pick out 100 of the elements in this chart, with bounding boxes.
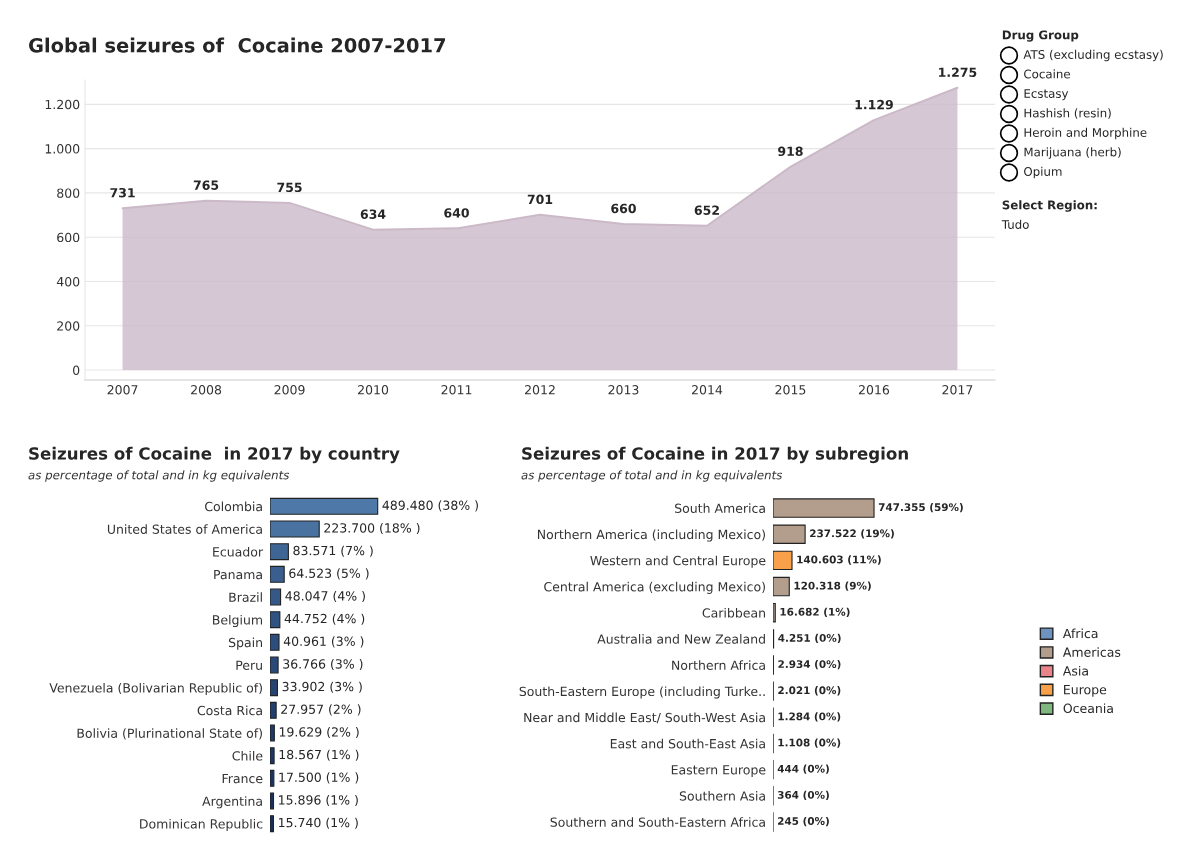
data-label: 4.251 (0%) <box>778 633 841 644</box>
y-tick-label: 400 <box>56 276 80 287</box>
data-label: 747.355 (59%) <box>878 503 963 513</box>
y-tick-label: Argentina <box>202 796 262 809</box>
data-label: 33.902 (3% ) <box>282 681 362 693</box>
y-tick-label: Belgium <box>213 614 262 628</box>
data-label: 918 <box>778 146 803 157</box>
legend-label: Africa <box>1062 628 1098 639</box>
x-tick-label: 2010 <box>358 385 389 395</box>
x-tick-label: 2016 <box>858 385 890 395</box>
data-label: 48.047 (4% ) <box>285 590 365 603</box>
data-label: 1.275 <box>939 67 977 77</box>
chart-title: Seizures of Cocaine in 2017 by country <box>29 446 400 464</box>
bar <box>270 611 281 629</box>
bar <box>270 679 279 697</box>
text: Drug Group <box>1002 30 1079 42</box>
data-label: 1.284 (0%) <box>778 712 841 722</box>
y-tick-label: 800 <box>57 188 80 198</box>
data-label: 19.629 (2% ) <box>279 726 359 739</box>
chart-title: Seizures of Cocaine in 2017 by subregion <box>522 446 908 464</box>
text: as percentage of total and in kg equivalents <box>521 470 783 482</box>
x-tick-label: 2013 <box>608 385 639 395</box>
y-tick-label: Costa Rica <box>197 705 262 716</box>
legend-label: Americas <box>1062 647 1121 657</box>
bar <box>773 498 875 518</box>
data-label: 2.934 (0%) <box>778 659 841 670</box>
y-tick-label: 1.200 <box>45 99 80 110</box>
bar <box>773 576 790 597</box>
data-label: 364 (0%) <box>777 790 829 801</box>
y-tick-label: Near and Middle East/ South-West Asia <box>524 712 765 724</box>
category-label: Ecstasy <box>1024 89 1069 101</box>
category-label: Marijuana (herb) <box>1024 147 1121 159</box>
data-label: 64.523 (5% ) <box>289 568 369 580</box>
y-tick-label: Dominican Republic <box>140 818 263 832</box>
data-label: 640 <box>444 208 469 218</box>
data-label: 27.957 (2% ) <box>281 704 361 716</box>
data-label: 1.108 (0%) <box>778 738 841 748</box>
chart-title: Global seizures of Cocaine 2007-2017 <box>28 37 446 53</box>
y-tick-label: 0 <box>73 365 80 375</box>
data-label: 237.522 (19%) <box>810 529 894 539</box>
data-label: 765 <box>193 180 219 190</box>
data-label: 731 <box>110 187 135 198</box>
legend-label: Oceania <box>1063 703 1113 714</box>
x-tick-label: 2014 <box>691 385 723 395</box>
data-label: 660 <box>611 203 636 214</box>
y-tick-label: South-Eastern Europe (including Turke.. <box>519 686 765 699</box>
data-label: 15.896 (1% ) <box>279 794 358 807</box>
y-tick-label: Peru <box>236 660 262 670</box>
x-tick-label: 2009 <box>274 385 305 395</box>
data-label: 83.571 (7% ) <box>293 545 373 557</box>
y-tick-label: Venezuela (Bolivarian Republic of) <box>49 682 262 696</box>
y-tick-label: Northern America (including Mexico) <box>537 529 765 542</box>
bar <box>270 565 285 583</box>
bar <box>270 656 279 674</box>
bar <box>270 747 275 765</box>
data-label: 44.752 (4% ) <box>284 613 365 625</box>
category-label: Hashish (resin) <box>1024 108 1111 119</box>
y-tick-label: Bolivia (Plurinational State of) <box>77 728 262 740</box>
category-label: Heroin and Morphine <box>1024 127 1147 140</box>
y-tick-label: 1.000 <box>45 144 80 154</box>
data-label: 489.480 (38% ) <box>382 500 478 512</box>
bar <box>270 815 275 833</box>
data-label: 701 <box>527 194 553 205</box>
y-tick-label: South America <box>675 503 765 513</box>
y-tick-label: Colombia <box>205 501 262 512</box>
x-tick-label: 2015 <box>775 385 806 395</box>
y-tick-label: 200 <box>57 321 80 331</box>
y-tick-label: Spain <box>228 637 262 650</box>
legend-label: Asia <box>1062 665 1088 676</box>
category-label: Cocaine <box>1024 69 1070 79</box>
x-tick-label: 2011 <box>441 385 472 395</box>
category-label: Opium <box>1024 166 1062 179</box>
y-tick-label: East and South-East Asia <box>610 738 765 749</box>
data-label: 634 <box>360 209 386 219</box>
data-label: 652 <box>694 205 719 215</box>
bar <box>270 520 320 538</box>
y-tick-label: Brazil <box>229 592 262 602</box>
bar <box>773 550 793 571</box>
data-label: 140.603 (11%) <box>797 555 881 565</box>
y-tick-label: Central America (excluding Mexico) <box>544 581 765 594</box>
x-tick-label: 2008 <box>191 385 222 395</box>
y-tick-label: 600 <box>57 232 80 243</box>
data-label: 17.500 (1% ) <box>279 772 359 784</box>
y-tick-label: Australia and New Zealand <box>597 634 765 644</box>
y-tick-label: Southern Asia <box>679 791 765 801</box>
y-tick-label: Caribbean <box>702 607 765 618</box>
data-label: 755 <box>277 182 302 193</box>
x-tick-label: 2007 <box>107 385 138 395</box>
data-label: 15.740 (1% ) <box>279 817 358 829</box>
data-label: 40.961 (3% ) <box>283 636 364 648</box>
data-label: 223.700 (18% ) <box>324 522 420 535</box>
data-label: 18.567 (1% ) <box>279 749 359 761</box>
bar <box>773 524 806 544</box>
y-tick-label: Chile <box>232 750 263 761</box>
text: Tudo <box>1001 219 1029 229</box>
data-label: 1.129 <box>855 99 893 110</box>
data-label: 444 (0%) <box>777 764 829 774</box>
data-label: 36.766 (3% ) <box>283 658 363 671</box>
y-tick-label: Southern and South-Eastern Africa <box>550 817 765 827</box>
bar <box>270 633 280 651</box>
